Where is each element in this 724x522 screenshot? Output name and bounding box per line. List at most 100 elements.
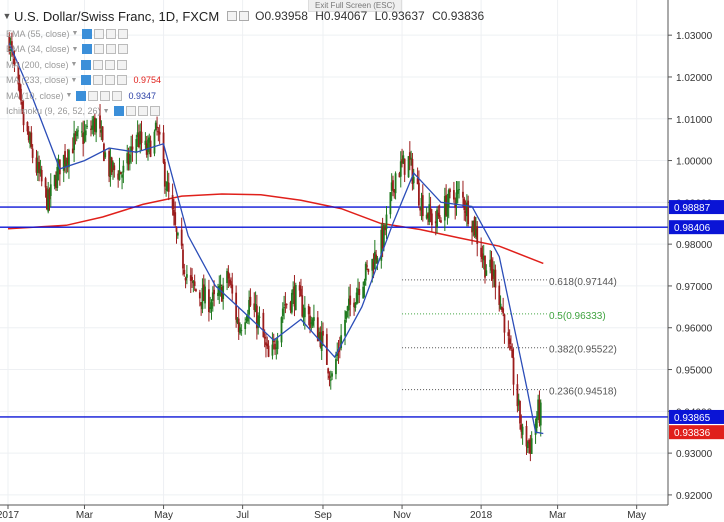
- candle-body: [253, 303, 256, 310]
- close-icon[interactable]: [137, 106, 148, 117]
- candle-body: [176, 232, 179, 236]
- candle-body: [226, 270, 228, 284]
- candle-body: [193, 281, 196, 287]
- candle-body: [535, 416, 538, 428]
- candle-body: [10, 41, 13, 49]
- candle-body: [47, 189, 50, 212]
- close-icon[interactable]: [105, 59, 116, 70]
- x-tick-label: Nov: [393, 510, 411, 521]
- close-icon[interactable]: [106, 28, 117, 39]
- chevron-down-icon[interactable]: ▼: [71, 30, 79, 38]
- close-icon[interactable]: [105, 75, 116, 86]
- settings-icon[interactable]: [88, 90, 99, 101]
- study-label: MA (200, close): [6, 59, 69, 70]
- study-row[interactable]: EMA (55, close) ▼: [6, 26, 162, 42]
- candle-body: [274, 343, 276, 350]
- settings-icon[interactable]: [94, 44, 105, 55]
- chevron-down-icon[interactable]: ▼: [71, 45, 79, 53]
- candle-body: [502, 308, 505, 314]
- eye-icon[interactable]: [76, 90, 87, 101]
- eye-icon[interactable]: [113, 106, 124, 117]
- y-tick-label: 0.93000: [676, 449, 713, 460]
- candle-body: [411, 158, 414, 184]
- eye-icon[interactable]: [239, 11, 250, 21]
- eye-icon[interactable]: [82, 28, 93, 39]
- candle-body: [507, 332, 510, 336]
- candle-body: [336, 353, 339, 356]
- chevron-down-icon[interactable]: ▼: [70, 61, 78, 69]
- candle-body: [227, 271, 230, 279]
- settings-icon[interactable]: [93, 59, 104, 70]
- candle-body: [265, 342, 267, 346]
- chevron-down-icon[interactable]: ▼: [102, 107, 110, 115]
- candle-body: [21, 101, 24, 111]
- study-row[interactable]: Ichimoku (9, 26, 52, 26) ▼: [6, 104, 162, 120]
- eye-icon[interactable]: [81, 75, 92, 86]
- more-icon[interactable]: [149, 106, 160, 117]
- settings-icon[interactable]: [94, 28, 105, 39]
- settings-icon[interactable]: [227, 11, 238, 21]
- candle-body: [538, 400, 541, 423]
- more-icon[interactable]: [117, 59, 128, 70]
- candle-body: [82, 133, 85, 144]
- study-row[interactable]: MA (233, close) ▼ 0.9754: [6, 73, 162, 89]
- study-row[interactable]: MA (10, close) ▼ 0.9347: [6, 88, 162, 104]
- candle-body: [344, 319, 346, 336]
- candle-body: [64, 151, 66, 165]
- settings-icon[interactable]: [93, 75, 104, 86]
- candle-body: [292, 289, 295, 295]
- candle-body: [189, 275, 192, 281]
- candle-body: [530, 438, 533, 454]
- candle-body: [104, 152, 107, 158]
- eye-icon[interactable]: [82, 44, 93, 55]
- candle-body: [68, 150, 70, 168]
- candle-body: [407, 156, 410, 178]
- eye-icon[interactable]: [81, 59, 92, 70]
- candle-body: [364, 263, 367, 281]
- candle-body: [86, 125, 88, 127]
- candle-body: [140, 131, 143, 143]
- more-icon[interactable]: [118, 28, 129, 39]
- price-label: 0.98887: [674, 203, 711, 214]
- close-icon[interactable]: [100, 90, 111, 101]
- candle-body: [211, 292, 214, 301]
- more-icon[interactable]: [112, 90, 123, 101]
- candle-body: [511, 349, 514, 358]
- settings-icon[interactable]: [125, 106, 136, 117]
- candle-body: [117, 173, 120, 180]
- candle-body: [490, 259, 493, 271]
- chevron-down-icon[interactable]: ▼: [70, 76, 78, 84]
- candle-body: [318, 332, 320, 339]
- candle-body: [375, 254, 378, 260]
- more-icon[interactable]: [118, 44, 129, 55]
- candle-body: [230, 281, 232, 286]
- chevron-down-icon[interactable]: ▼: [65, 92, 73, 100]
- more-icon[interactable]: [117, 75, 128, 86]
- y-tick-label: 1.03000: [676, 31, 713, 42]
- candle-body: [100, 129, 103, 133]
- exit-fullscreen-button[interactable]: Exit Full Screen (ESC): [308, 0, 403, 12]
- chevron-down-icon[interactable]: ▼: [2, 11, 12, 21]
- candle-body: [165, 188, 168, 190]
- candle-body: [167, 182, 170, 192]
- candle-body: [75, 131, 78, 137]
- last-price-box: [669, 425, 724, 440]
- candle-body: [31, 148, 34, 158]
- candle-body: [73, 133, 76, 151]
- candle-body: [29, 136, 31, 144]
- close-value: 0.93836: [440, 9, 485, 23]
- study-row[interactable]: EMA (34, close) ▼: [6, 42, 162, 58]
- x-tick-label: Mar: [76, 510, 94, 521]
- close-icon[interactable]: [106, 44, 117, 55]
- price-label-box: [669, 409, 724, 424]
- candle-body: [376, 257, 379, 264]
- study-row[interactable]: MA (200, close) ▼: [6, 57, 162, 73]
- candle-body: [440, 220, 442, 223]
- candle-body: [327, 368, 330, 374]
- candle-body: [331, 373, 333, 377]
- y-tick-label: 0.92000: [676, 491, 713, 502]
- candle-body: [427, 213, 429, 219]
- candle-body: [410, 157, 413, 159]
